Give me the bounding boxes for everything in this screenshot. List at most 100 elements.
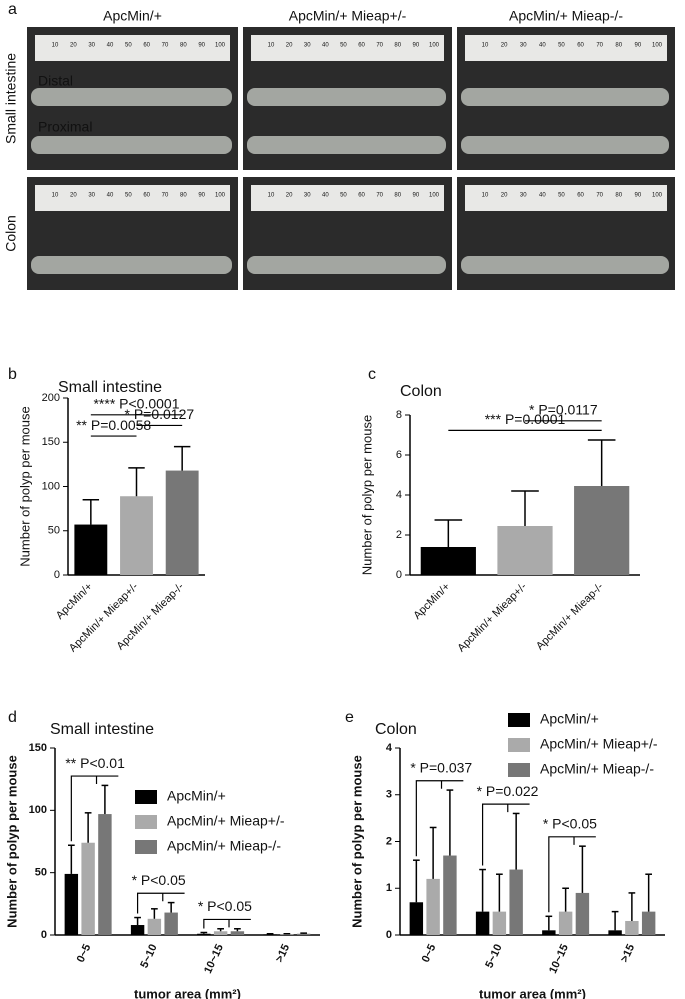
significance-label: * P=0.0117 xyxy=(529,402,598,418)
bar xyxy=(420,547,476,575)
row-label: Small intestine xyxy=(3,53,19,144)
ruler-number: 70 xyxy=(596,193,603,199)
ruler-number: 80 xyxy=(615,43,622,49)
ruler-number: 30 xyxy=(520,193,527,199)
x-tick-label: 10~15 xyxy=(202,942,226,975)
chart-title: Small intestine xyxy=(50,721,154,738)
y-tick-label: 50 xyxy=(48,525,60,537)
intestine xyxy=(461,88,669,106)
panel-label: c xyxy=(368,366,376,383)
ruler xyxy=(465,35,667,61)
ruler-number: 30 xyxy=(304,43,311,49)
ruler xyxy=(35,185,230,211)
ruler-number: 10 xyxy=(52,43,59,49)
y-axis-label: Number of polyp per mouse xyxy=(349,755,364,928)
y-axis-label: Number of polyp per mouse xyxy=(359,415,374,575)
ruler xyxy=(35,35,230,61)
y-axis-label: Number of polyp per mouse xyxy=(17,406,32,566)
x-tick-label: 5~10 xyxy=(483,942,504,970)
bar xyxy=(409,902,424,935)
y-tick-label: 100 xyxy=(29,804,47,816)
ruler-number: 100 xyxy=(429,193,440,199)
ruler-number: 90 xyxy=(635,43,642,49)
ruler-number: 50 xyxy=(340,193,347,199)
ruler-number: 10 xyxy=(268,193,275,199)
bar xyxy=(280,934,294,935)
ruler-number: 40 xyxy=(107,193,114,199)
segment-label: Distal xyxy=(38,73,73,89)
ruler-number: 70 xyxy=(376,193,383,199)
ruler-number: 50 xyxy=(125,193,132,199)
ruler-number: 10 xyxy=(482,43,489,49)
x-tick-label: ApcMin/+ xyxy=(411,581,452,622)
panel-label: a xyxy=(8,1,17,18)
bar xyxy=(147,918,162,935)
intestine xyxy=(247,136,446,154)
legend-swatch xyxy=(508,738,530,752)
intestine xyxy=(247,256,446,274)
ruler-number: 40 xyxy=(107,43,114,49)
x-tick-label: 5~10 xyxy=(138,942,159,970)
panel-label: b xyxy=(8,366,17,383)
ruler-number: 100 xyxy=(652,43,663,49)
y-tick-label: 2 xyxy=(396,529,402,541)
significance-label: * P=0.037 xyxy=(410,759,472,775)
significance-label: * P<0.05 xyxy=(198,898,252,914)
y-tick-label: 8 xyxy=(396,409,402,421)
ruler-number: 50 xyxy=(340,43,347,49)
legend-label: ApcMin/+ Mieap-/- xyxy=(167,838,281,854)
ruler-number: 20 xyxy=(286,193,293,199)
ruler xyxy=(465,185,667,211)
bar xyxy=(558,911,573,935)
bar xyxy=(426,878,440,935)
ruler-number: 80 xyxy=(180,43,187,49)
ruler-number: 30 xyxy=(88,193,95,199)
intestine xyxy=(31,136,232,154)
column-header: ApcMin/+ Mieap+/- xyxy=(289,8,407,24)
bar xyxy=(98,814,112,935)
y-tick-label: 2 xyxy=(386,835,392,847)
significance-label: ** P=0.0058 xyxy=(76,417,151,433)
panel-label: e xyxy=(345,709,354,726)
bar xyxy=(542,930,556,935)
panel-label: d xyxy=(8,709,17,726)
intestine xyxy=(31,88,232,106)
ruler-number: 60 xyxy=(577,43,584,49)
ruler xyxy=(251,185,444,211)
y-tick-label: 4 xyxy=(396,489,402,501)
ruler-number: 20 xyxy=(70,193,77,199)
significance-label: **** P<0.0001 xyxy=(93,396,179,412)
ruler-number: 60 xyxy=(143,193,150,199)
ruler-number: 90 xyxy=(198,43,205,49)
legend-swatch xyxy=(135,790,157,804)
segment-label: Proximal xyxy=(38,119,92,135)
y-tick-label: 200 xyxy=(42,392,60,404)
ruler-number: 80 xyxy=(180,193,187,199)
x-tick-label: ApcMin/+ Mieap-/- xyxy=(534,580,606,652)
significance-bracket xyxy=(136,892,185,914)
ruler-number: 60 xyxy=(358,193,365,199)
legend-label: ApcMin/+ Mieap-/- xyxy=(540,761,654,777)
y-tick-label: 4 xyxy=(386,742,393,754)
significance-label: * P<0.05 xyxy=(132,872,186,888)
legend-label: ApcMin/+ Mieap+/- xyxy=(167,813,285,829)
legend-label: ApcMin/+ xyxy=(540,711,599,727)
ruler-number: 10 xyxy=(268,43,275,49)
ruler-number: 50 xyxy=(125,43,132,49)
legend-swatch xyxy=(135,840,157,854)
ruler-number: 90 xyxy=(413,193,420,199)
ruler-number: 20 xyxy=(501,193,508,199)
ruler-number: 80 xyxy=(394,193,401,199)
bar xyxy=(509,869,523,935)
bar xyxy=(497,526,553,575)
significance-label: * P=0.0127 xyxy=(124,406,194,422)
ruler-number: 10 xyxy=(52,193,59,199)
significance-bracket xyxy=(481,803,530,866)
bar xyxy=(64,873,79,935)
ruler xyxy=(251,35,444,61)
x-tick-label: 0~5 xyxy=(75,942,94,964)
column-header: ApcMin/+ Mieap-/- xyxy=(509,8,623,24)
intestine xyxy=(461,256,669,274)
